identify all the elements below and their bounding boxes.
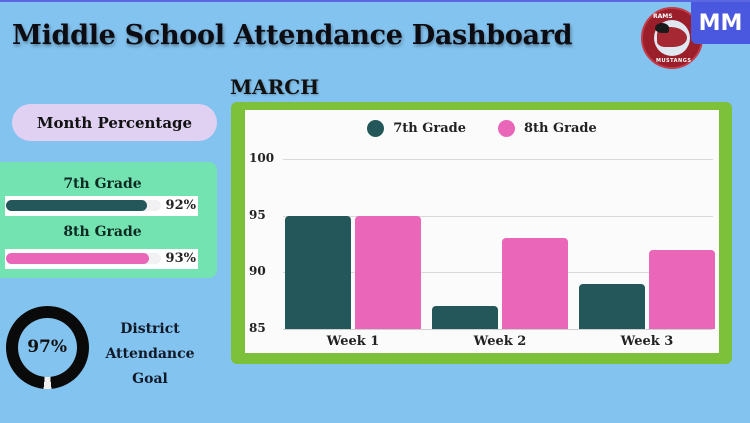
month-percentage-label: Month Percentage	[12, 104, 217, 141]
legend-label: 8th Grade	[524, 121, 597, 136]
x-axis-tick: Week 1	[326, 334, 380, 349]
grade-8-progress-bar: 93%	[5, 249, 198, 269]
top-border	[0, 0, 750, 2]
grade-7-percent: 92%	[165, 198, 196, 213]
bar-8th-grade-week-3[interactable]	[649, 249, 715, 329]
grade-8-progress-fill	[6, 253, 149, 264]
gridline	[283, 215, 713, 217]
user-badge[interactable]: MM	[691, 2, 750, 44]
legend-dot-icon	[367, 120, 385, 137]
x-axis-line	[283, 329, 713, 330]
chart-frame: 7th Grade 8th Grade 85 90 95 100 Week 1 Week …	[231, 102, 732, 364]
legend-item-7th-grade[interactable]: 7th Grade	[367, 120, 466, 137]
horse-mane-icon	[655, 23, 669, 33]
goal-label-line: District	[120, 321, 180, 337]
bar-chart: 7th Grade 8th Grade 85 90 95 100 Week 1 Week …	[245, 110, 719, 353]
grade-8-percent: 93%	[165, 251, 196, 266]
gridline	[283, 159, 713, 160]
goal-label-line: Goal	[132, 371, 168, 387]
y-axis-tick: 90	[249, 264, 266, 279]
district-goal-ring: 97%	[6, 306, 89, 389]
bar-7th-grade-week-2[interactable]	[432, 306, 498, 329]
x-axis-tick: Week 3	[620, 334, 674, 349]
legend-item-8th-grade[interactable]: 8th Grade	[498, 120, 597, 137]
legend-label: 7th Grade	[393, 121, 466, 136]
bar-7th-grade-week-1[interactable]	[285, 215, 351, 329]
logo-top-text: RAMS	[653, 13, 673, 20]
gridline	[283, 272, 713, 274]
y-axis-tick: 95	[249, 207, 266, 222]
logo-bottom-text: MUSTANGS	[656, 58, 692, 64]
district-goal-label: District Attendance Goal	[98, 317, 202, 392]
chart-heading: MARCH	[230, 75, 320, 99]
grade-7-label: 7th Grade	[63, 176, 142, 192]
legend-dot-icon	[498, 120, 515, 137]
y-axis-tick: 100	[249, 151, 275, 165]
bar-8th-grade-week-1[interactable]	[355, 215, 421, 329]
y-axis-tick: 85	[249, 321, 266, 335]
bar-8th-grade-week-2[interactable]	[502, 238, 568, 329]
x-axis-tick: Week 2	[473, 334, 527, 349]
grade-percentage-panel: 7th Grade 92% 8th Grade 93%	[0, 162, 217, 278]
grade-8-label: 8th Grade	[63, 224, 142, 240]
grade-7-progress-bar: 92%	[5, 196, 198, 216]
goal-label-line: Attendance	[105, 346, 195, 362]
page-title: Middle School Attendance Dashboard	[12, 20, 573, 51]
grade-7-progress-fill	[6, 200, 147, 211]
chart-legend: 7th Grade 8th Grade	[245, 120, 719, 137]
district-goal-percent: 97%	[27, 337, 68, 358]
bar-7th-grade-week-3[interactable]	[579, 283, 645, 329]
